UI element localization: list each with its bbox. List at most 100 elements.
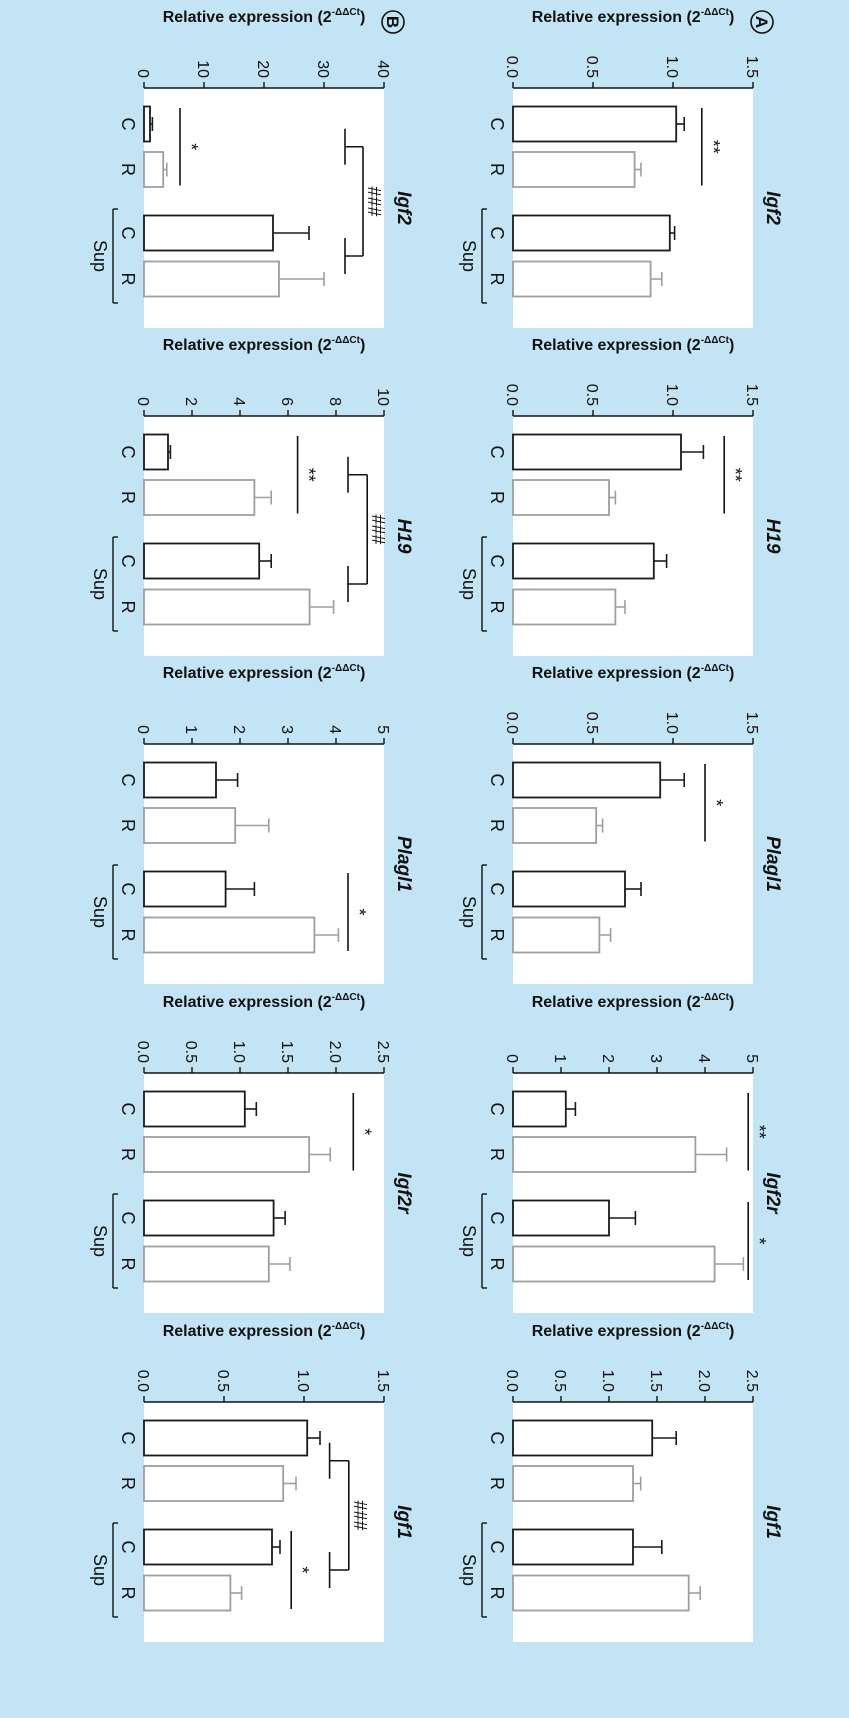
group-label: Sup (459, 1225, 479, 1257)
category-label: C (487, 555, 507, 568)
bar (143, 1465, 285, 1502)
bar (143, 260, 280, 298)
panel-label-circle (381, 10, 405, 34)
category-label: R (118, 601, 138, 614)
group-label: Sup (459, 240, 479, 272)
bar (512, 214, 671, 252)
bar (143, 870, 227, 908)
y-tick-label: 0.5 (551, 1370, 568, 1392)
category-label: R (118, 273, 138, 286)
category-label: C (118, 1541, 138, 1554)
category-label: R (487, 819, 507, 832)
bar (512, 1465, 634, 1502)
y-tick-label: 8 (326, 397, 343, 406)
y-tick-label: 0 (134, 69, 151, 78)
y-tick-label: 0.0 (503, 712, 520, 734)
group-label: Sup (90, 240, 110, 272)
category-label: C (487, 1212, 507, 1225)
y-tick-label: 1.5 (647, 1370, 664, 1392)
panel-label: B (383, 16, 402, 28)
bar (512, 479, 610, 516)
category-label: R (118, 1148, 138, 1161)
category-label: C (487, 1541, 507, 1554)
category-label: R (487, 491, 507, 504)
y-tick-label: 2.5 (743, 1370, 760, 1392)
y-tick-label: 40 (374, 60, 391, 78)
chart-title: Igf2 (393, 191, 414, 225)
y-tick-label: 2.0 (326, 1041, 343, 1063)
bar (143, 916, 316, 954)
bar (512, 1090, 567, 1128)
group-label: Sup (90, 896, 110, 928)
category-label: C (487, 446, 507, 459)
bar (512, 870, 626, 908)
category-label: R (118, 163, 138, 176)
bar (143, 542, 261, 580)
y-tick-label: 1.5 (743, 384, 760, 406)
y-tick-label: 1.0 (599, 1370, 616, 1392)
y-tick-label: 10 (374, 388, 391, 406)
bar (143, 214, 274, 252)
category-label: C (118, 1432, 138, 1445)
y-tick-label: 3 (647, 1054, 664, 1063)
category-label: R (487, 601, 507, 614)
chart-panel: Plagl1 0.0 0.5 1.0 1.5 Relative expression (2… (459, 663, 783, 984)
y-tick-label: 1.0 (663, 712, 680, 734)
group-label: Sup (90, 1225, 110, 1257)
chart-panel: Igf2 0 10 20 30 40 Relative expression (2-ΔΔCt… (90, 7, 414, 328)
y-tick-label: 0.5 (583, 384, 600, 406)
chart-title: Igf1 (762, 1505, 783, 1539)
category-label: C (118, 446, 138, 459)
y-tick-label: 1.0 (294, 1370, 311, 1392)
significance-label: * (292, 1566, 312, 1573)
chart-panel: Plagl1 0 1 2 3 4 5 Relative expression (2-ΔΔCt)… (90, 663, 414, 984)
group-significance-label: ### (364, 186, 384, 216)
category-label: R (487, 1477, 507, 1490)
y-tick-label: 0.0 (503, 56, 520, 78)
y-tick-label: 1.0 (230, 1041, 247, 1063)
bar (512, 433, 682, 471)
bar (143, 479, 256, 516)
category-label: R (487, 273, 507, 286)
y-tick-label: 5 (374, 725, 391, 734)
chart-panel: H19 0 2 4 6 8 10 Relative expression (2-ΔΔCt) C R… (90, 335, 414, 656)
y-tick-label: 1.5 (374, 1370, 391, 1392)
category-label: C (487, 227, 507, 240)
significance-label: ** (299, 468, 319, 482)
chart-panel: Igf2r 0.0 0.5 1.0 1.5 2.0 2.5 Relative expressi… (90, 992, 414, 1313)
y-tick-label: 0.5 (583, 56, 600, 78)
significance-label: * (706, 799, 726, 806)
category-label: C (118, 774, 138, 787)
bar (143, 105, 151, 143)
category-label: C (118, 1103, 138, 1116)
bar (512, 1528, 634, 1566)
chart-title: Igf2r (762, 1172, 783, 1215)
bar (143, 1136, 311, 1173)
bar (512, 1245, 716, 1283)
significance-label: ** (703, 140, 723, 154)
category-label: C (487, 883, 507, 896)
y-axis-label: Relative expression (2-ΔΔCt) (163, 7, 366, 26)
bar (512, 761, 662, 799)
category-label: C (118, 1212, 138, 1225)
y-tick-label: 0.0 (134, 1370, 151, 1392)
category-label: C (487, 1432, 507, 1445)
group-significance-label: ### (368, 514, 388, 544)
y-axis-label: Relative expression (2-ΔΔCt) (532, 7, 735, 26)
y-tick-label: 1 (182, 725, 199, 734)
significance-label: * (349, 908, 369, 915)
chart-panel: H19 0.0 0.5 1.0 1.5 Relative expression (2-ΔΔ… (459, 335, 783, 656)
y-tick-label: 2 (182, 397, 199, 406)
chart-panel: Igf1 0.0 0.5 1.0 1.5 Relative expression (2-Δ… (90, 1321, 414, 1642)
bar (143, 1574, 232, 1612)
category-label: R (118, 1477, 138, 1490)
bar (143, 1419, 309, 1457)
chart-panel: Igf1 0.0 0.5 1.0 1.5 2.0 2.5 Relative expressio… (459, 1321, 783, 1642)
y-axis-label: Relative expression (2-ΔΔCt) (163, 1321, 366, 1340)
category-label: C (118, 883, 138, 896)
bar (143, 761, 217, 799)
y-tick-label: 0.0 (503, 384, 520, 406)
y-axis-label: Relative expression (2-ΔΔCt) (163, 335, 366, 354)
category-label: R (487, 1587, 507, 1600)
